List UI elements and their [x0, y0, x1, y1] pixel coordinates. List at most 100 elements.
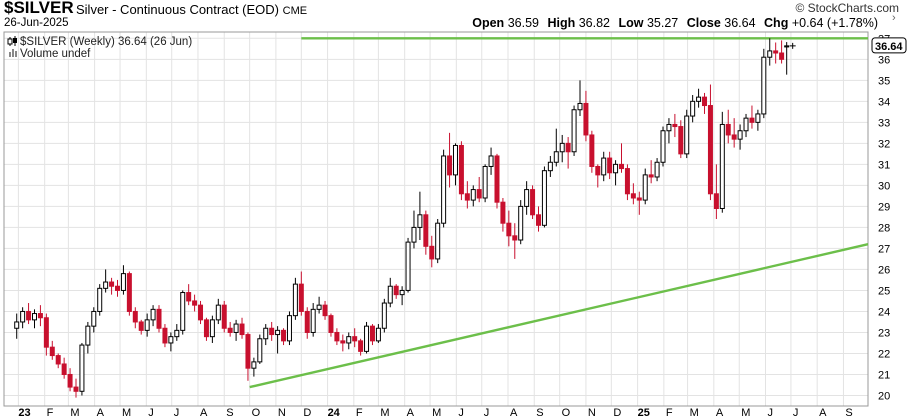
candle-body [696, 96, 702, 102]
candle [500, 197, 506, 232]
candle-body [725, 123, 731, 136]
candle [535, 206, 541, 232]
candle-body [120, 273, 126, 291]
candle-body [571, 109, 577, 153]
trendlines [249, 37, 869, 389]
candle [37, 305, 43, 327]
chg-label: Chg [764, 16, 789, 30]
candle-body [624, 168, 630, 195]
candle-body [328, 315, 334, 333]
candle [583, 90, 589, 142]
x-tick-label: F [47, 407, 54, 418]
candle-body [470, 189, 476, 201]
x-axis: 23 F M A M J J A S O N D 24 F M A M J J A S O N D 25 F M A M J J A S [18, 407, 852, 418]
candle-body [702, 96, 708, 107]
candle [607, 151, 613, 180]
candle-body [186, 292, 192, 302]
candle [239, 317, 245, 339]
candle [565, 137, 571, 169]
candle-body [743, 117, 749, 132]
open-value: 36.59 [507, 16, 539, 30]
candle [773, 42, 779, 64]
candle [458, 141, 464, 201]
candle [494, 153, 500, 209]
candle-body [423, 214, 429, 247]
candle [476, 176, 482, 203]
chg-value: +0.64 (+1.78%) [791, 16, 878, 30]
candle-body [257, 338, 263, 363]
candle [198, 300, 204, 325]
candle [67, 368, 73, 392]
candle [678, 120, 684, 159]
candle-body [269, 327, 275, 336]
candle [328, 313, 334, 337]
candlestick-series [14, 38, 790, 398]
candle [316, 296, 322, 314]
candle [257, 334, 263, 364]
y-tick-label: 31 [878, 159, 890, 171]
candle [334, 328, 340, 346]
candle-body [168, 336, 174, 344]
candle-body [245, 334, 251, 369]
candle [186, 284, 192, 306]
candle-body [198, 304, 204, 321]
candle-body [648, 174, 654, 178]
chart-grid [4, 32, 868, 406]
x-tick-label: F [356, 407, 363, 418]
candle-body [281, 329, 287, 342]
x-tick-label: M [122, 407, 131, 418]
candle-body [393, 285, 399, 296]
candle-body [684, 115, 690, 155]
candle-body [441, 155, 447, 224]
candle-body [636, 197, 642, 201]
candle [571, 105, 577, 156]
expand-icon[interactable]: › [892, 12, 896, 24]
candle [654, 158, 660, 182]
candle-body [619, 163, 625, 170]
candle [441, 149, 447, 228]
candle [304, 307, 310, 339]
candle [435, 219, 441, 264]
candle [381, 298, 387, 333]
candle [761, 48, 767, 119]
candle-body [91, 310, 97, 327]
candle [369, 324, 375, 346]
candle [387, 277, 393, 308]
plot-area [3, 31, 869, 407]
candle-body [263, 327, 269, 340]
candle [399, 286, 405, 306]
x-tick-label: J [793, 407, 799, 418]
candle [447, 132, 453, 188]
candle [138, 319, 144, 335]
candle-body [67, 373, 73, 388]
candle [358, 338, 364, 356]
candle-body [203, 319, 209, 338]
candle-body [304, 310, 310, 333]
high-value: 36.82 [578, 16, 610, 30]
candle [281, 328, 287, 346]
x-tick-label: J [484, 407, 490, 418]
x-tick-label: 23 [18, 407, 30, 418]
candle-body [215, 304, 221, 321]
candle-body [506, 222, 512, 237]
open-label: Open [472, 16, 505, 30]
candle-body [559, 142, 565, 153]
candle-body [613, 163, 619, 174]
instrument-name: Silver - Continuous Contract (EOD) [76, 2, 280, 17]
series-legend: $SILVER (Weekly) 36.64 (26 Jun) [20, 36, 192, 48]
candle-body [346, 336, 352, 344]
candle-body [132, 310, 138, 323]
candle-body [49, 346, 55, 357]
x-tick-label: S [845, 407, 852, 418]
candle-body [37, 313, 43, 319]
x-tick-label: A [407, 407, 415, 418]
x-tick-label: N [278, 407, 286, 418]
x-tick-label: A [200, 407, 208, 418]
candle [375, 324, 381, 343]
candle [192, 294, 198, 312]
candle [719, 111, 725, 213]
candle-body [85, 325, 91, 346]
candle [352, 328, 358, 348]
candle-body [20, 310, 26, 323]
x-tick-label: A [819, 407, 827, 418]
